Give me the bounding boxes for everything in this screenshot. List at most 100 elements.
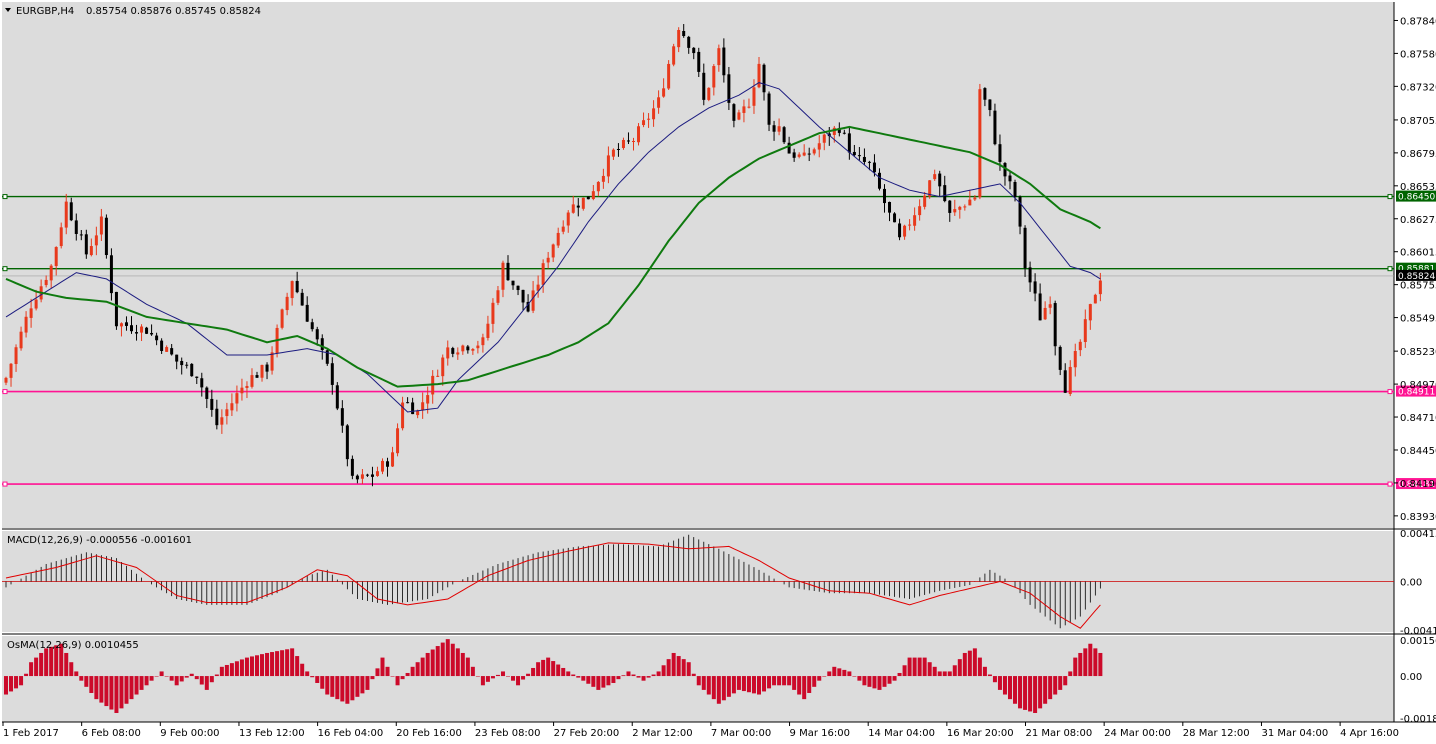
candle-bear (782, 127, 786, 143)
osma-bar (736, 676, 741, 690)
osma-bar (1098, 652, 1103, 677)
candle-bear (1053, 303, 1057, 347)
candle-bull (606, 155, 610, 177)
osma-bar (952, 665, 957, 677)
osma-bar (812, 676, 817, 687)
candle-bear (888, 201, 892, 213)
osma-bar (541, 659, 546, 677)
osma-bar (817, 676, 822, 681)
osma-bar (967, 650, 972, 677)
osma-bar (470, 666, 475, 677)
osma-bar (24, 673, 29, 677)
time-axis-label: 16 Feb 04:00 (318, 728, 384, 739)
level-handle[interactable] (2, 389, 8, 395)
osma-bar (591, 676, 596, 687)
time-axis-label: 16 Mar 20:00 (947, 728, 1014, 739)
candle-bear (682, 30, 686, 37)
osma-bar (606, 676, 611, 686)
candle-bear (1063, 370, 1067, 393)
candle-bear (898, 223, 902, 238)
level-handle[interactable] (1387, 266, 1393, 272)
candle-bear (1003, 163, 1007, 177)
candle-bear (305, 304, 309, 322)
osma-bar (375, 668, 380, 677)
time-axis-label: 24 Mar 00:00 (1104, 728, 1171, 739)
osma-bar (782, 676, 787, 686)
osma-bar (1028, 676, 1033, 712)
candle-bull (270, 352, 274, 371)
level-handle[interactable] (1387, 194, 1393, 200)
candle-bull (9, 363, 13, 378)
osma-bar (631, 674, 636, 677)
osma-bar (69, 662, 74, 677)
osma-bar (159, 671, 164, 677)
level-handle[interactable] (2, 194, 8, 200)
osma-bar (792, 676, 797, 690)
candle-bull (812, 149, 816, 154)
level-handle[interactable] (1387, 481, 1393, 487)
osma-bar (681, 659, 686, 677)
candle-bull (44, 279, 48, 286)
level-handle[interactable] (2, 266, 8, 272)
candle-bull (235, 393, 239, 404)
osma-bar (877, 676, 882, 690)
osma-bar (586, 676, 591, 684)
candle-bear (340, 408, 344, 426)
osma-bar (511, 676, 516, 681)
osma-bar (260, 654, 265, 677)
time-axis-label: 4 Apr 16:00 (1340, 728, 1399, 739)
osma-bar (561, 667, 566, 677)
candle-bull (903, 225, 907, 237)
osma-bar (646, 676, 651, 678)
candle-bull (677, 29, 681, 48)
symbol-dropdown-icon[interactable] (5, 8, 11, 12)
level-handle[interactable] (1387, 389, 1393, 395)
osma-bar (425, 652, 430, 677)
candle-bull (546, 257, 550, 263)
candle-bear (983, 88, 987, 100)
price-axis-label: 0.85495 (1400, 314, 1436, 325)
ma-slow-line (5, 125, 1101, 388)
osma-bar (621, 675, 626, 677)
time-axis-label: 31 Mar 04:00 (1261, 728, 1328, 739)
candle-bear (1038, 293, 1042, 321)
candle-bear (883, 188, 886, 204)
candle-bear (1013, 181, 1017, 198)
osma-bar (862, 676, 867, 686)
osma-title: OsMA(12,26,9) 0.0010455 (7, 640, 139, 651)
osma-bar (671, 652, 676, 677)
candle-bull (662, 88, 666, 97)
osma-bar (721, 676, 726, 701)
candle-bull (561, 226, 565, 232)
osma-bar (310, 676, 315, 678)
level-handle[interactable] (2, 481, 8, 487)
current-price-tag (1396, 269, 1436, 281)
candle-bull (621, 139, 625, 149)
osma-bar (1083, 648, 1088, 677)
osma-bar (360, 676, 365, 694)
candle-bull (94, 235, 98, 246)
candle-bull (647, 118, 651, 120)
osma-bar (290, 648, 295, 677)
osma-bar (209, 676, 214, 683)
osma-bar (1048, 676, 1053, 700)
osma-bar (556, 664, 561, 677)
candle-bull (963, 206, 967, 208)
candle-bull (652, 108, 656, 120)
candle-bull (591, 191, 595, 200)
candle-bear (335, 385, 339, 409)
candle-bull (99, 216, 103, 235)
osma-bar (636, 676, 641, 678)
osma-bar (601, 676, 606, 688)
osma-bar (330, 676, 335, 697)
osma-bar (1023, 676, 1028, 710)
candle-bull (571, 204, 575, 213)
osma-bar (124, 676, 129, 704)
candle-bear (857, 155, 861, 157)
candle-bear (114, 291, 118, 327)
candle-bull (777, 126, 781, 132)
time-axis-label: 2 Mar 12:00 (632, 728, 692, 739)
osma-bar (842, 669, 847, 677)
osma-bar (957, 659, 962, 677)
